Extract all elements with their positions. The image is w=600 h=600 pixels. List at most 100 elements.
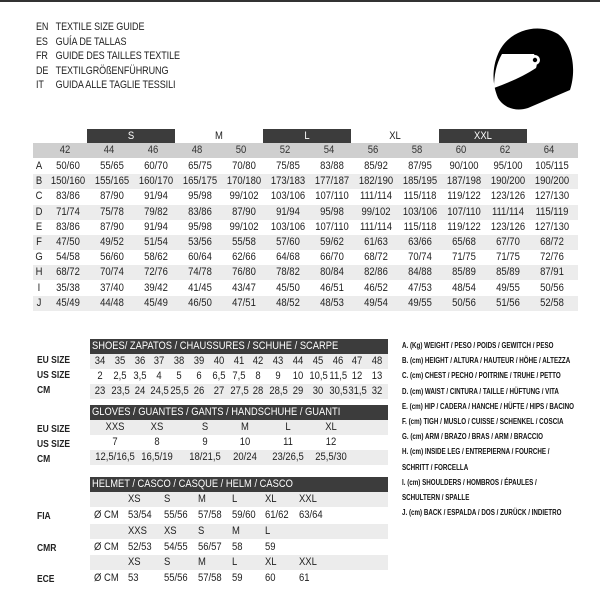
table-cell: 119/122 [447, 190, 481, 203]
size-group-label: L [304, 130, 310, 142]
row-letter: H [35, 266, 43, 279]
table-cell: 65/68 [452, 236, 476, 248]
table-cell: 13 [371, 370, 383, 382]
table-cell: 35 [114, 355, 126, 367]
row-label: CM [37, 385, 51, 396]
table-cell: 2 [97, 370, 103, 382]
table-cell: 84/88 [408, 266, 432, 279]
table-cell: XL [325, 421, 337, 433]
column-header: 60 [455, 144, 467, 156]
row-letter: J [36, 296, 42, 309]
column-header: 50 [235, 144, 247, 156]
table-cell: 7,5 [232, 370, 246, 382]
table-cell: 165/175 [182, 175, 218, 188]
table-cell: 99/102 [361, 205, 391, 218]
table-cell: 50/60 [56, 160, 80, 172]
table-cell: 83/86 [56, 190, 80, 203]
table-cell: 41/45 [188, 281, 212, 294]
title-text: GUIDA ALLE TAGLIE TESSILI [55, 79, 176, 91]
table-cell: 87/90 [232, 205, 256, 218]
helmet-value: 58 [232, 540, 243, 553]
column-header: 52 [279, 144, 291, 156]
column-header: 62 [499, 144, 511, 156]
legend-line: F. (cm) TIGH / MUSLO / CUISSE / SCHENKEL… [402, 417, 564, 427]
standard-label: CMR [37, 542, 57, 554]
table-cell: 75/85 [276, 160, 300, 172]
table-cell: 99/102 [229, 220, 259, 233]
table-cell: 24,5 [150, 385, 170, 397]
table-cell: 28,5 [269, 385, 289, 397]
table-cell: 32 [371, 385, 383, 397]
table-cell: 123/126 [490, 190, 526, 203]
table-cell: 30 [312, 385, 324, 397]
table-cell: 95/98 [188, 220, 212, 233]
table-cell: 127/130 [534, 220, 570, 233]
helmet-size: M [198, 556, 206, 568]
table-cell: 47 [352, 355, 363, 367]
table-cell: 20/24 [233, 451, 257, 463]
table-cell: 10 [239, 436, 251, 448]
helmet-size: XL [265, 556, 277, 568]
table-cell: 47/50 [56, 236, 80, 248]
column-header: 58 [411, 144, 423, 156]
title-text: GUÍA DE TALLAS [55, 35, 127, 48]
table-cell: 53/56 [188, 236, 212, 248]
table-cell: 27,5 [229, 385, 249, 397]
table-cell: 23/26,5 [272, 451, 304, 463]
legend-line: B. (cm) HEIGHT / ALTURA / HAUTEUR / HÖHE… [402, 356, 571, 366]
title-line: EN TEXTILE SIZE GUIDE [36, 20, 180, 35]
table-cell: 111/114 [491, 205, 525, 218]
unit-label: Ø CM [94, 572, 119, 584]
table-row [90, 354, 388, 369]
table-cell: 40 [213, 355, 225, 367]
table-cell: 6,5 [212, 370, 226, 382]
table-cell: 85/89 [496, 266, 520, 279]
table-cell: 18/21,5 [189, 451, 221, 463]
column-header: 64 [543, 144, 555, 156]
table-cell: 70/74 [408, 251, 432, 264]
table-cell: 95/100 [493, 160, 523, 172]
legend-line: G. (cm) ARM / BRAZO / BRAS / ARM / BRACC… [402, 432, 543, 442]
table-cell: 177/187 [314, 175, 350, 188]
table-cell: 105/115 [535, 160, 569, 172]
table-cell: 70/80 [232, 160, 256, 172]
table-cell: 24 [134, 385, 145, 397]
legend-line: D. (cm) WAIST / CINTURA / TAILLE / HÜFTU… [402, 386, 559, 396]
table-cell: 26 [193, 385, 205, 397]
table-cell: 59/62 [320, 236, 344, 248]
table-row [33, 174, 578, 190]
table-cell: 190/200 [534, 175, 570, 188]
helmet-value: 59 [265, 540, 276, 553]
table-cell: 103/106 [270, 190, 306, 203]
legend-line: SCHULTERN / SPALLE [402, 493, 470, 503]
table-cell: 45/49 [56, 296, 80, 309]
table-cell: 95/98 [320, 205, 344, 218]
table-cell: 91/94 [144, 220, 168, 233]
section-title: SHOES/ ZAPATOS / CHAUSSURES / SCHUHE / S… [92, 340, 339, 352]
column-header: 48 [191, 144, 203, 156]
helmet-value: 53/54 [128, 509, 152, 521]
table-cell: 150/160 [50, 175, 86, 188]
legend-line: C. (cm) CHEST / PECHO / POITRINE / TRUHE… [402, 371, 561, 381]
table-cell: 6 [196, 370, 202, 382]
table-cell: 49/54 [364, 296, 388, 309]
row-letter: E [35, 220, 43, 233]
table-row [33, 204, 578, 220]
table-cell: 91/94 [276, 205, 300, 218]
row-letter: F [36, 236, 42, 248]
table-cell: 9 [275, 370, 281, 382]
table-cell: 107/110 [315, 190, 349, 203]
language-code: DE [36, 64, 49, 77]
standard-label: ECE [37, 574, 55, 585]
table-cell: 87/90 [100, 190, 124, 203]
helmet-value: 54/55 [164, 540, 188, 553]
helmet-value: 56/57 [198, 540, 222, 553]
language-code: ES [36, 35, 48, 48]
helmet-size: M [198, 493, 206, 505]
table-cell: 52/58 [540, 296, 564, 309]
table-cell: 83/86 [56, 220, 80, 233]
section-header: SHOES/ ZAPATOS / CHAUSSURES / SCHUHE / S… [90, 339, 388, 354]
helmet-value: 63/64 [299, 509, 323, 521]
table-cell: 170/180 [226, 175, 262, 188]
table-cell: 36 [134, 355, 145, 367]
